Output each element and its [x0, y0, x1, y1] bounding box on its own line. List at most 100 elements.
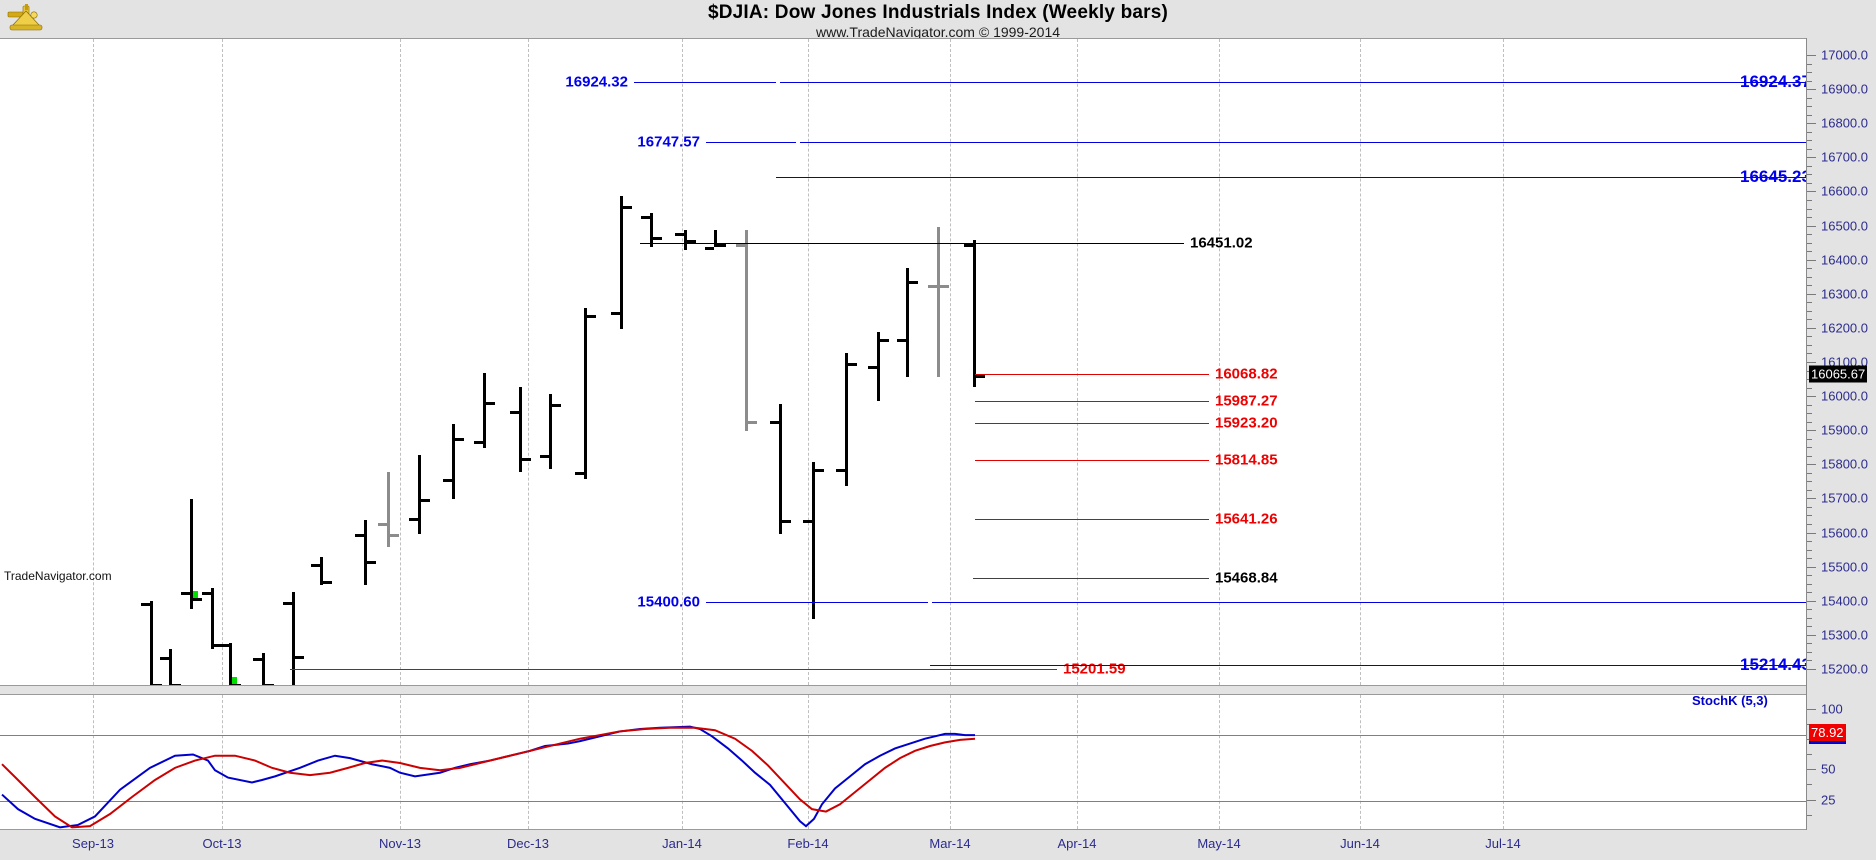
axis-tick-minor [1807, 515, 1812, 517]
axis-tick-minor [1807, 489, 1812, 491]
axis-tick-major [1807, 566, 1816, 568]
ohlc-close-tick [522, 458, 531, 462]
stoch-series-pctD [1, 726, 976, 829]
level-line[interactable] [973, 578, 1205, 580]
level-connector [1702, 177, 1724, 179]
ohlc-close-tick [295, 656, 304, 660]
ohlc-bar[interactable] [973, 240, 976, 387]
ohlc-close-tick [940, 284, 949, 288]
ohlc-close-tick [153, 683, 162, 685]
ohlc-bar[interactable] [812, 461, 815, 619]
ohlc-bar[interactable] [483, 373, 486, 449]
ohlc-open-tick [611, 311, 620, 315]
ohlc-bar[interactable] [937, 226, 940, 377]
axis-tick-minor [1807, 97, 1812, 99]
ohlc-open-tick [443, 478, 452, 482]
ohlc-close-tick [232, 683, 241, 685]
ohlc-bar[interactable] [211, 588, 214, 650]
ohlc-close-tick [782, 519, 791, 523]
bar-marker-dot [193, 591, 198, 599]
level-line[interactable] [640, 243, 1180, 245]
axis-tick-major [1807, 293, 1816, 295]
level-line[interactable] [975, 519, 1205, 521]
ohlc-bar[interactable] [292, 591, 295, 685]
ohlc-bar[interactable] [845, 352, 848, 486]
ohlc-close-tick [717, 243, 726, 247]
level-line[interactable] [975, 373, 1205, 375]
axis-tick-minor [1807, 336, 1812, 338]
ohlc-bar[interactable] [549, 393, 552, 469]
ohlc-bar[interactable] [906, 267, 909, 377]
ohlc-bar[interactable] [584, 308, 587, 479]
ohlc-bar[interactable] [387, 472, 390, 548]
ohlc-bar[interactable] [779, 403, 782, 534]
price-axis[interactable]: 17000.0 16900.0 16800.0 16700.0 16600.0 16500… [1806, 38, 1876, 831]
axis-tick-minor [1807, 63, 1812, 65]
ohlc-bar[interactable] [620, 195, 623, 329]
ohlc-close-tick [909, 281, 918, 285]
stoch-axis-tick-minor [1807, 708, 1812, 710]
stoch-reference-line [0, 800, 1806, 802]
month-gridline [808, 695, 809, 829]
level-line[interactable] [932, 601, 1806, 603]
level-line[interactable] [776, 177, 1806, 179]
ohlc-close-tick [687, 240, 696, 244]
price-chart-pane[interactable]: 16924.32 16924.37 16747.57 16645.23 16451.02… [0, 38, 1806, 686]
axis-tick-minor [1807, 319, 1812, 321]
ohlc-bar[interactable] [364, 519, 367, 585]
level-connector [1041, 669, 1057, 671]
current-stoch-marker: 78.92 [1809, 724, 1846, 745]
ohlc-open-tick [510, 410, 519, 414]
ohlc-bar[interactable] [169, 649, 172, 685]
ohlc-open-tick [868, 366, 877, 370]
stoch-legend-label: StochK (5,3) [1692, 694, 1768, 708]
level-line[interactable] [290, 669, 1053, 671]
axis-tick-minor [1807, 643, 1812, 645]
ohlc-bar[interactable] [418, 455, 421, 534]
level-connector [1702, 665, 1724, 667]
ohlc-open-tick [160, 656, 169, 660]
ohlc-bar[interactable] [229, 642, 232, 685]
axis-tick-label: 15900.0 [1821, 422, 1868, 438]
month-gridline [222, 695, 223, 829]
stochastic-curves [1, 725, 976, 829]
axis-tick-label: 15600.0 [1821, 525, 1868, 541]
level-line[interactable] [975, 460, 1205, 462]
level-line[interactable] [930, 665, 1806, 667]
ohlc-close-tick [653, 236, 662, 240]
ohlc-bar[interactable] [452, 424, 455, 500]
axis-tick-minor [1807, 387, 1812, 389]
ohlc-bar[interactable] [519, 386, 522, 473]
ohlc-bar[interactable] [190, 499, 193, 609]
axis-tick-minor [1807, 217, 1812, 219]
ohlc-open-tick [220, 644, 229, 648]
stochastic-indicator-pane[interactable]: StochK (5,3) [0, 694, 1806, 830]
axis-tick-minor [1807, 455, 1812, 457]
ohlc-bar[interactable] [650, 212, 653, 248]
ohlc-open-tick [770, 420, 779, 424]
level-line[interactable] [800, 142, 1806, 144]
ohlc-bar[interactable] [745, 229, 748, 432]
ohlc-open-tick [928, 284, 937, 288]
level-label: 15641.26 [1215, 510, 1278, 528]
ohlc-close-tick [880, 339, 889, 343]
ohlc-bar[interactable] [877, 332, 880, 401]
level-line[interactable] [975, 423, 1205, 425]
axis-tick-minor [1807, 592, 1812, 594]
level-label: 15201.59 [1063, 660, 1126, 678]
date-axis-label: Feb-14 [787, 836, 829, 851]
level-connector [1702, 81, 1724, 83]
ohlc-open-tick [736, 243, 745, 247]
level-line[interactable] [780, 81, 1806, 83]
chart-subtitle: www.TradeNavigator.com © 1999-2014 [815, 24, 1061, 40]
axis-tick-label: 16500.0 [1821, 218, 1868, 234]
ohlc-bar[interactable] [684, 229, 687, 251]
level-label: 15468.84 [1215, 569, 1278, 587]
ohlc-bar[interactable] [714, 229, 717, 248]
tradenavigator-watermark: TradeNavigator.com [4, 569, 112, 583]
ohlc-bar[interactable] [150, 601, 153, 685]
month-gridline [808, 39, 809, 685]
level-line[interactable] [975, 401, 1205, 403]
ohlc-bar[interactable] [320, 557, 323, 585]
ohlc-bar[interactable] [262, 652, 265, 685]
